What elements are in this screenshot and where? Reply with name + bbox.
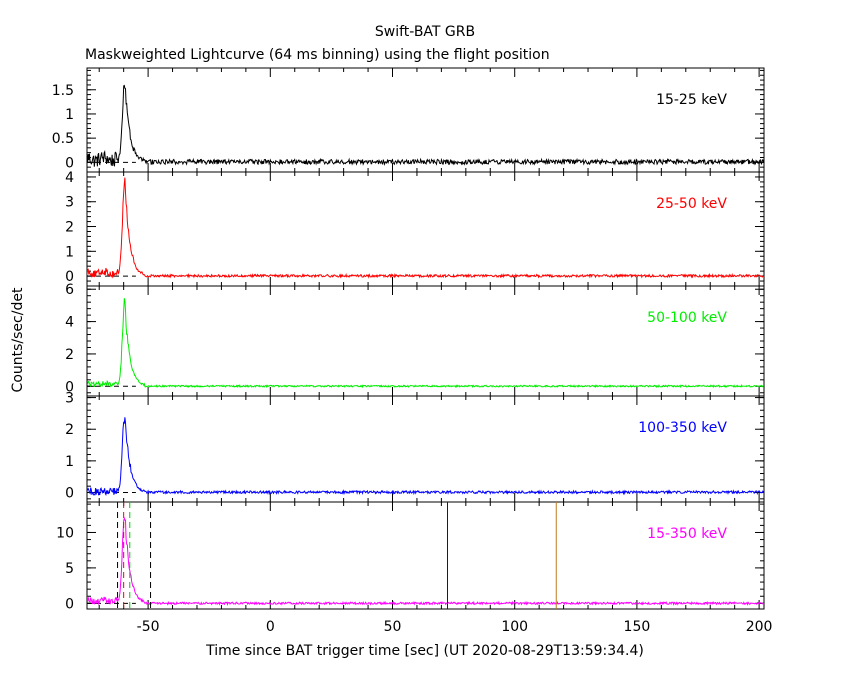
y-tick-label: 3	[65, 195, 74, 211]
y-tick-label: 6	[65, 282, 74, 298]
y-tick-label: 1	[65, 454, 74, 470]
band-label: 25-50 keV	[656, 196, 727, 212]
chart-title: Swift-BAT GRB	[375, 24, 475, 40]
panel-4: 0 5 10 15-350 keV	[56, 501, 765, 612]
x-tick-label: 100	[501, 619, 528, 635]
x-axis: -50 0 50 100 150 200	[137, 619, 773, 635]
lightcurve-series	[87, 84, 764, 167]
x-tick-label: 50	[384, 619, 402, 635]
x-tick-label: -50	[137, 619, 160, 635]
y-tick-label: 10	[56, 525, 74, 541]
band-label: 15-350 keV	[647, 526, 727, 542]
band-label: 15-25 keV	[656, 92, 727, 108]
y-tick-label: 2	[65, 422, 74, 438]
y-tick-label: 0	[65, 269, 74, 285]
y-tick-label: 0	[65, 379, 74, 395]
y-tick-label: 1.5	[52, 83, 74, 99]
x-tick-label: 150	[624, 619, 651, 635]
band-label: 100-350 keV	[638, 420, 727, 436]
panels-group: 0 0.5 1 1.5 15-25 keV 0 1 2 3 4 25-50 keV 0 2 4 6 50-10…	[52, 67, 765, 612]
y-tick-label: 0	[65, 596, 74, 612]
panel-frame	[86, 285, 765, 397]
y-tick-label: 0	[65, 486, 74, 502]
chart-subtitle: Maskweighted Lightcurve (64 ms binning) …	[85, 47, 550, 63]
lightcurve-series	[87, 298, 764, 389]
y-tick-label: 4	[65, 170, 74, 186]
y-tick-label: 1	[65, 244, 74, 260]
y-axis-label: Counts/sec/det	[10, 287, 26, 392]
panel-1: 0 1 2 3 4 25-50 keV	[65, 170, 765, 287]
lightcurve-series	[87, 177, 764, 279]
x-axis-label: Time since BAT trigger time [sec] (UT 20…	[205, 643, 644, 659]
x-tick-label: 0	[266, 619, 275, 635]
y-tick-label: 0.5	[52, 131, 74, 147]
panel-frame	[86, 171, 765, 287]
panel-frame	[86, 501, 765, 610]
panel-frame	[86, 395, 765, 503]
x-tick-label: 200	[746, 619, 773, 635]
panel-frame	[86, 67, 765, 173]
panel-2: 0 2 4 6 50-100 keV	[65, 282, 765, 397]
lightcurve-series	[87, 417, 764, 497]
y-tick-label: 2	[65, 220, 74, 236]
lightcurve-series	[87, 516, 764, 606]
y-tick-label: 3	[65, 391, 74, 407]
y-tick-label: 1	[65, 107, 74, 123]
y-tick-label: 0	[65, 155, 74, 171]
y-tick-label: 5	[65, 561, 74, 577]
band-label: 50-100 keV	[647, 310, 727, 326]
y-tick-label: 2	[65, 347, 74, 363]
y-tick-label: 4	[65, 315, 74, 331]
panel-3: 0 1 2 3 100-350 keV	[65, 391, 765, 503]
panel-0: 0 0.5 1 1.5 15-25 keV	[52, 67, 765, 173]
